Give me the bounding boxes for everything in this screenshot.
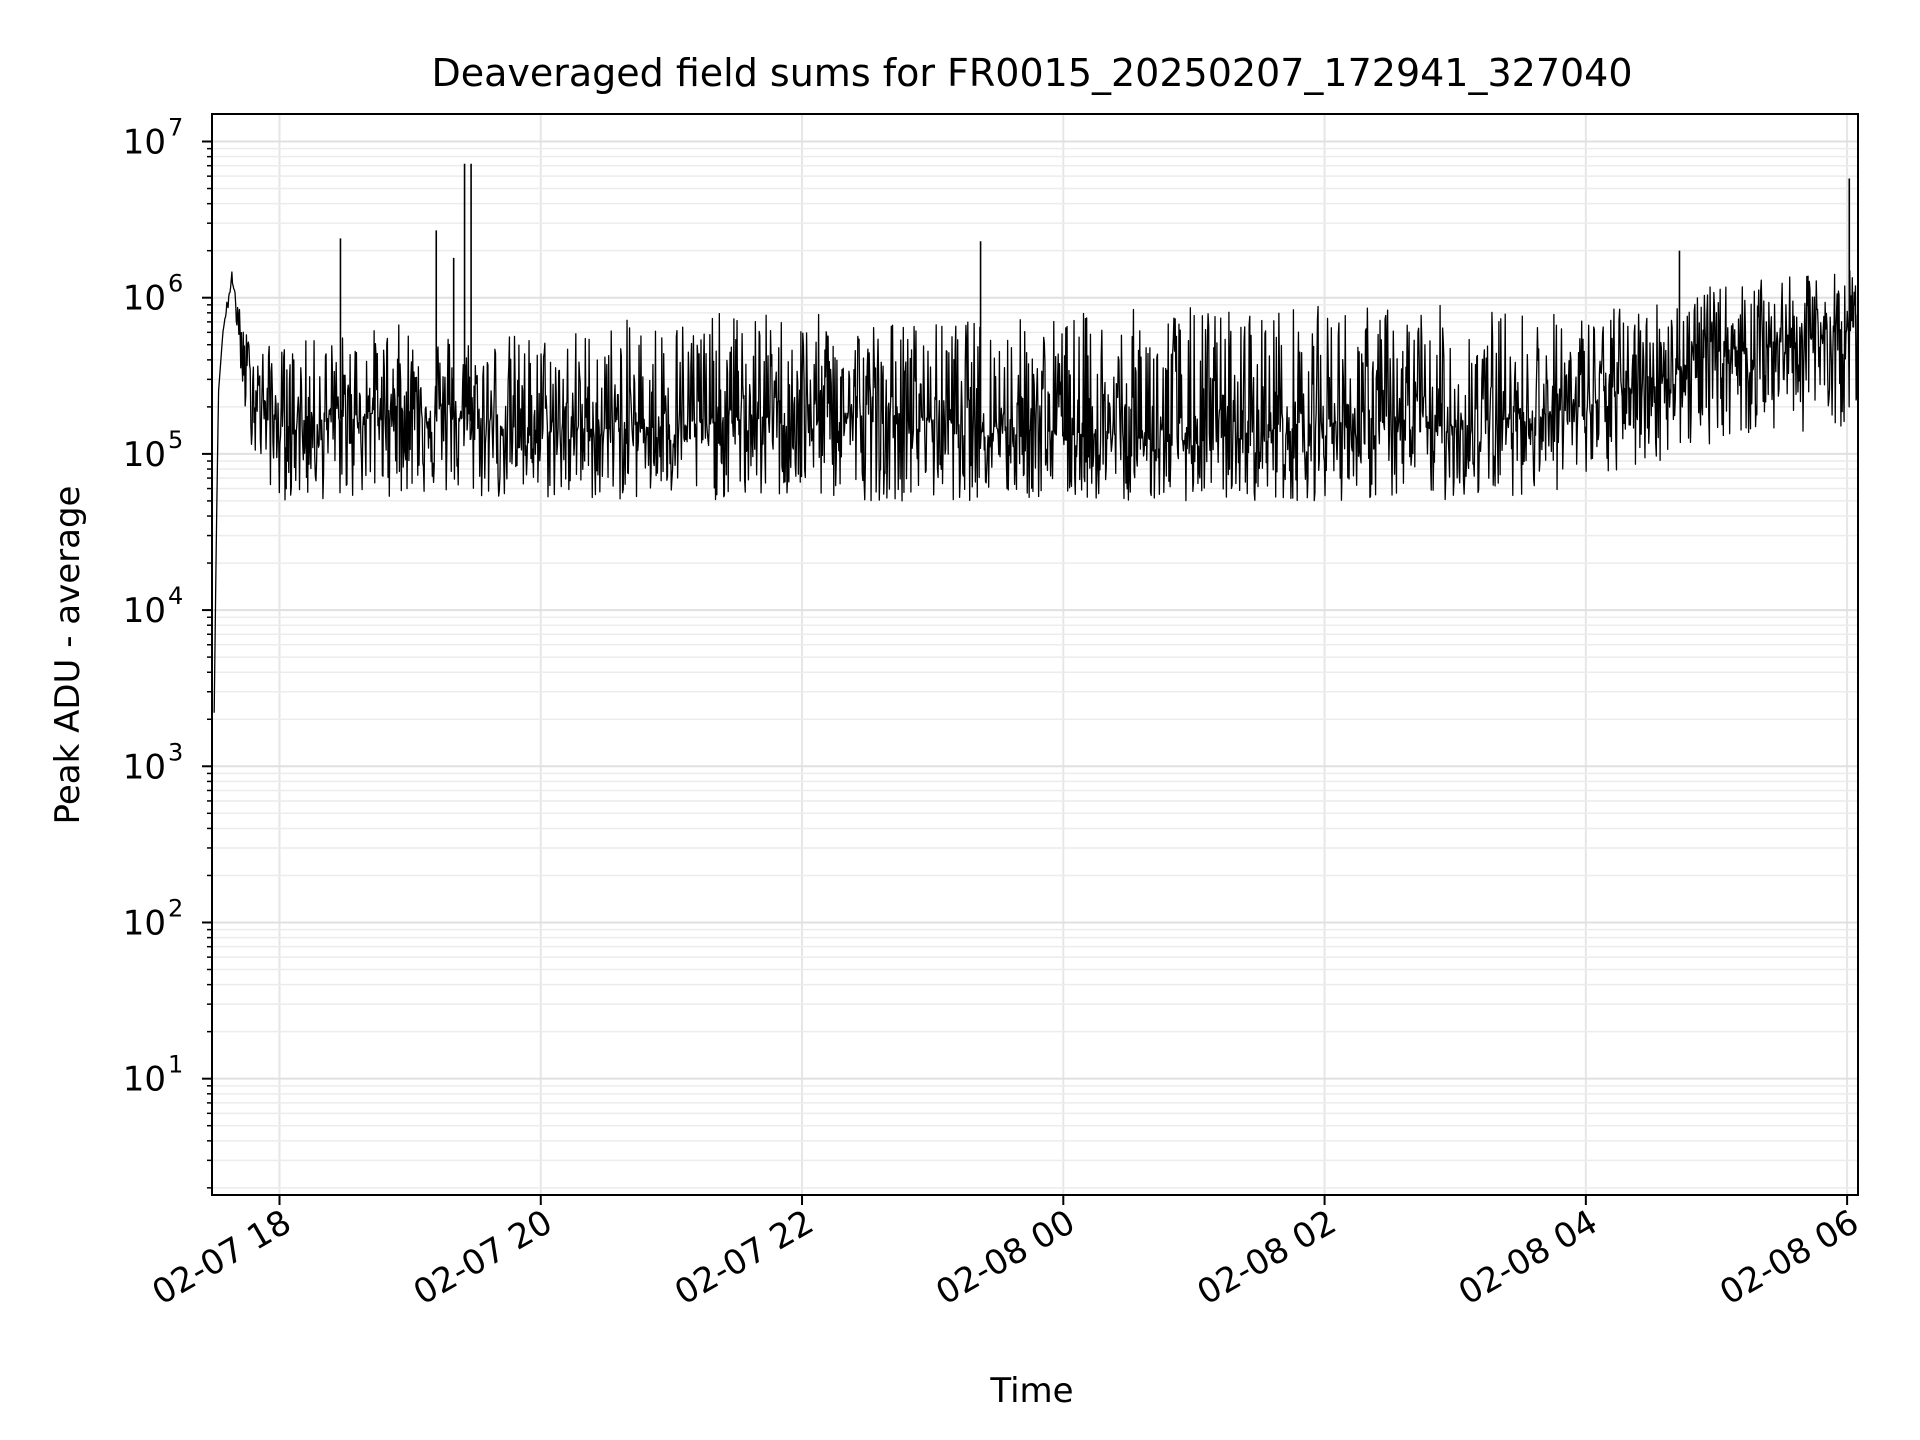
y-tick-base: 10 <box>123 123 166 163</box>
y-tick-label: 10 7 <box>123 114 184 163</box>
y-tick-exponent: 3 <box>168 738 183 766</box>
y-tick-exponent: 7 <box>168 114 183 142</box>
plot-frame <box>211 113 1859 1196</box>
y-tick-exponent: 5 <box>168 426 183 454</box>
x-axis-label: Time <box>989 1371 1073 1411</box>
y-tick-label: 10 3 <box>123 738 184 787</box>
series-layer <box>213 163 1859 713</box>
y-tick-label: 10 4 <box>123 582 184 631</box>
y-tick-label: 10 2 <box>123 894 184 943</box>
y-axis-label: Peak ADU - average <box>48 486 88 825</box>
y-tick-base: 10 <box>123 747 166 787</box>
y-tick-base: 10 <box>123 435 166 475</box>
y-tick-exponent: 1 <box>168 1051 183 1079</box>
y-tick-base: 10 <box>123 1060 166 1100</box>
y-tick-exponent: 4 <box>168 582 183 610</box>
y-tick-base: 10 <box>123 279 166 319</box>
y-tick-base: 10 <box>123 591 166 631</box>
chart-title: Deaveraged field sums for FR0015_2025020… <box>431 51 1632 95</box>
y-tick-exponent: 2 <box>168 894 183 922</box>
y-tick-base: 10 <box>123 903 166 943</box>
y-tick-label: 10 6 <box>123 270 184 319</box>
grid <box>212 114 1858 1195</box>
series-line <box>213 270 1859 713</box>
y-tick-label: 10 5 <box>123 426 184 475</box>
y-tick-label: 10 1 <box>123 1051 184 1100</box>
y-tick-exponent: 6 <box>168 270 183 298</box>
